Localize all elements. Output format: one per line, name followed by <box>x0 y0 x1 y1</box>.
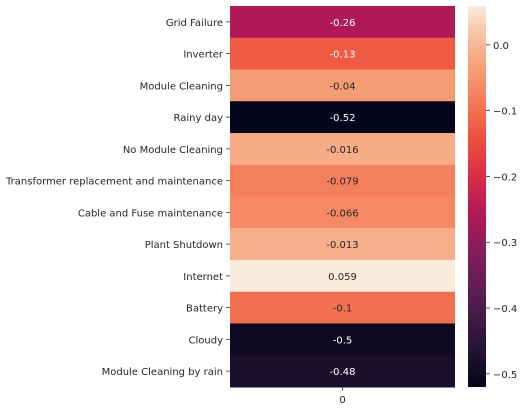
colorbar-tick-label: −0.3 <box>493 238 517 249</box>
colorbar-tick-label: −0.1 <box>493 107 517 118</box>
heatmap-cell <box>230 133 455 166</box>
y-tick-labels: Grid Failure Inverter Module Cleaning Rainy… <box>5 18 230 378</box>
cell-value-label: -0.066 <box>326 208 358 219</box>
cell-value-label: -0.013 <box>326 240 358 251</box>
heatmap-cells: -0.26 -0.13 -0.04 -0.52 -0.016 -0.079 -0.066 -0… <box>230 6 455 388</box>
heatmap-cell <box>230 260 455 293</box>
y-tick-label: Plant Shutdown <box>145 240 223 251</box>
x-tick-label: 0 <box>339 395 345 406</box>
heatmap-cell <box>230 291 455 324</box>
y-tick-label: Cloudy <box>189 335 224 346</box>
y-tick-label: Module Cleaning <box>140 81 223 92</box>
cell-value-label: -0.48 <box>330 367 356 378</box>
colorbar-tick-label: −0.2 <box>493 172 517 183</box>
y-tick-label: Internet <box>183 272 223 283</box>
heatmap-cell <box>230 69 455 102</box>
colorbar-tick-label: −0.4 <box>493 304 517 315</box>
heatmap-cell <box>230 355 455 388</box>
y-tick-label: Cable and Fuse maintenance <box>78 208 223 219</box>
y-tick-label: Transformer replacement and maintenance <box>5 177 223 188</box>
cell-value-label: -0.1 <box>333 304 353 315</box>
cell-value-label: -0.26 <box>330 18 356 29</box>
heatmap-cell <box>230 228 455 261</box>
y-tick-label: Inverter <box>183 50 224 61</box>
y-tick-label: Module Cleaning by rain <box>102 367 223 378</box>
colorbar-tick-label: 0.0 <box>493 41 509 52</box>
heatmap-cell <box>230 164 455 197</box>
y-tick-label: Battery <box>186 304 223 315</box>
cell-value-label: -0.5 <box>333 335 353 346</box>
y-tick-label: Rainy day <box>174 113 224 124</box>
cell-value-label: -0.52 <box>330 113 356 124</box>
colorbar: 0.0 −0.1 −0.2 −0.3 −0.4 −0.5 <box>468 6 517 387</box>
heatmap-cell <box>230 196 455 229</box>
cell-value-label: 0.059 <box>328 272 357 283</box>
heatmap-cell <box>230 323 455 356</box>
y-tick-label: Grid Failure <box>166 18 223 29</box>
y-tick-label: No Module Cleaning <box>123 145 223 156</box>
heatmap-cell <box>230 37 455 70</box>
cell-value-label: -0.13 <box>330 50 356 61</box>
x-tick-labels: 0 <box>339 387 346 406</box>
cell-value-label: -0.079 <box>326 177 358 188</box>
cell-value-label: -0.04 <box>330 81 356 92</box>
heatmap-cell <box>230 101 455 134</box>
colorbar-tick-label: −0.5 <box>493 370 517 381</box>
heatmap-cell <box>230 6 455 39</box>
cell-value-label: -0.016 <box>326 145 358 156</box>
colorbar-gradient <box>468 6 486 387</box>
